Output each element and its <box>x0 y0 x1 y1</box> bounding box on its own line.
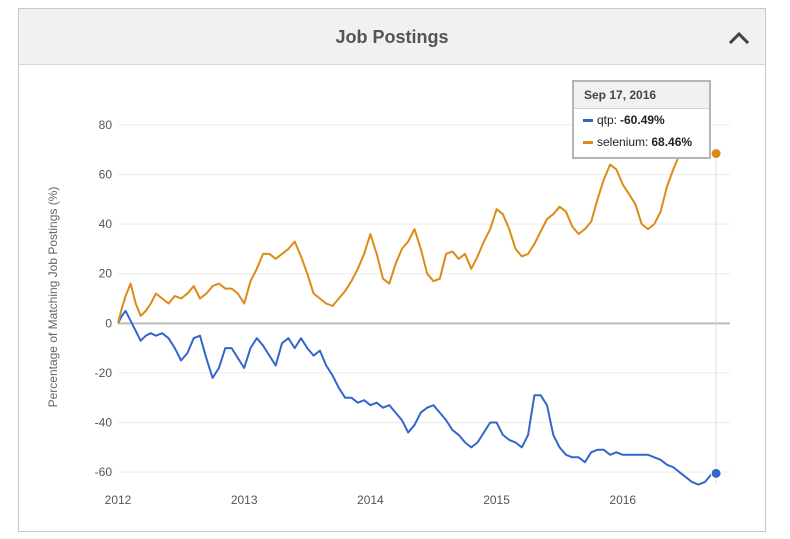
tooltip-date: Sep 17, 2016 <box>574 82 709 109</box>
tooltip-value-selenium: 68.46% <box>651 135 693 149</box>
x-tick-label: 2016 <box>609 493 636 507</box>
y-tick-label: 80 <box>99 118 113 132</box>
y-tick-label: -20 <box>95 366 113 380</box>
chevron-up-icon <box>729 31 749 44</box>
x-tick-label: 2013 <box>231 493 258 507</box>
tooltip-row-qtp: qtp: -60.49% <box>574 109 709 131</box>
series-line-selenium <box>117 138 717 324</box>
chart-tooltip: Sep 17, 2016 qtp: -60.49% selenium: 68.46% <box>572 80 711 159</box>
y-tick-label: 0 <box>105 316 112 330</box>
x-tick-label: 2014 <box>357 493 384 507</box>
y-tick-label: -40 <box>95 416 113 430</box>
panel-header[interactable]: Job Postings <box>19 9 765 65</box>
y-tick-label: -60 <box>95 465 113 479</box>
y-tick-label: 60 <box>99 167 113 181</box>
panel-title: Job Postings <box>335 27 449 47</box>
y-axis-title: Percentage of Matching Job Postings (%) <box>46 187 60 408</box>
tooltip-value-qtp: -60.49% <box>620 113 665 127</box>
tooltip-swatch-selenium <box>583 141 593 145</box>
x-tick-label: 2012 <box>105 493 132 507</box>
collapse-button[interactable] <box>723 21 755 53</box>
series-line-qtp <box>117 309 717 486</box>
series-endpoint-selenium <box>710 148 722 160</box>
series-endpoint-qtp <box>710 467 722 479</box>
tooltip-label-selenium: selenium: <box>597 135 649 149</box>
y-tick-label: 40 <box>99 217 113 231</box>
tooltip-row-selenium: selenium: 68.46% <box>574 131 709 153</box>
tooltip-label-qtp: qtp: <box>597 113 618 127</box>
x-tick-label: 2015 <box>483 493 510 507</box>
tooltip-swatch-qtp <box>583 119 593 123</box>
y-tick-label: 20 <box>99 267 113 281</box>
